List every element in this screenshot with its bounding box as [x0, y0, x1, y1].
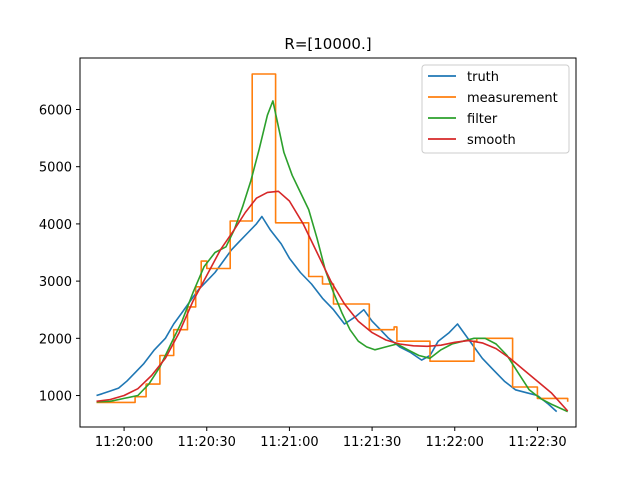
x-axis: 11:20:00 11:20:30 11:21:00 11:21:30 11:22:00… [95, 427, 567, 450]
x-tick-label: 11:21:30 [343, 435, 401, 450]
y-tick-label: 1000 [39, 390, 72, 405]
y-tick-label: 4000 [39, 218, 72, 233]
x-tick-label: 11:22:30 [508, 435, 566, 450]
x-tick-label: 11:20:00 [95, 435, 153, 450]
series-line-filter [96, 100, 569, 413]
legend-label-truth: truth [467, 70, 499, 85]
y-tick-label: 6000 [39, 103, 72, 118]
plot-area [96, 73, 569, 413]
chart-title: R=[10000.] [284, 35, 371, 53]
y-tick-label: 5000 [39, 161, 72, 176]
y-tick-label: 3000 [39, 275, 72, 290]
legend-label-smooth: smooth [467, 133, 516, 148]
legend-label-measurement: measurement [467, 91, 558, 106]
y-tick-label: 2000 [39, 332, 72, 347]
x-tick-label: 11:21:00 [260, 435, 318, 450]
series-line-truth [96, 215, 558, 413]
y-axis: 1000 2000 3000 4000 5000 6000 [39, 103, 80, 405]
axes-frame [79, 57, 577, 428]
legend-label-filter: filter [467, 112, 498, 127]
legend-box [421, 64, 570, 154]
x-tick-label: 11:22:00 [426, 435, 484, 450]
x-tick-label: 11:20:30 [178, 435, 236, 450]
legend: truth measurement filter smooth [421, 64, 570, 154]
series-line-smooth [96, 190, 569, 412]
